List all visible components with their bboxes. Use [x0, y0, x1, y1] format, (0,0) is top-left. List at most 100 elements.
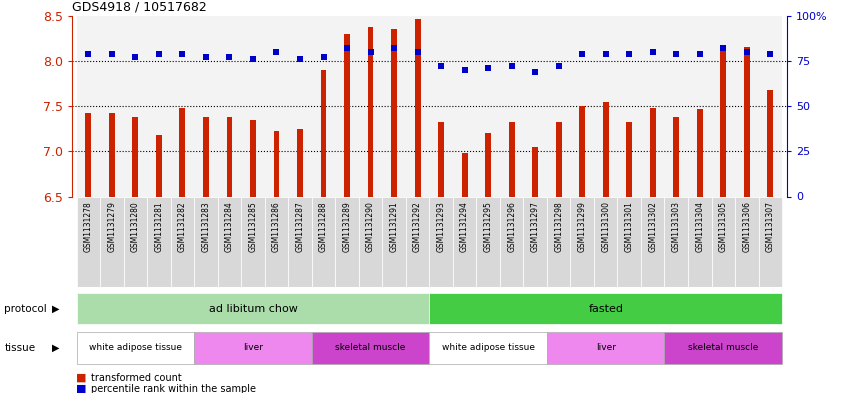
Bar: [227, 117, 233, 196]
Bar: [532, 147, 538, 196]
Text: GSM1131292: GSM1131292: [413, 201, 422, 252]
Text: GSM1131290: GSM1131290: [366, 201, 375, 252]
Bar: [124, 16, 147, 196]
Text: tissue: tissue: [4, 343, 36, 353]
Text: ■: ■: [76, 373, 86, 383]
Text: percentile rank within the sample: percentile rank within the sample: [91, 384, 256, 393]
Text: GSM1131295: GSM1131295: [484, 201, 492, 252]
Bar: [85, 113, 91, 196]
Bar: [109, 113, 115, 196]
Point: [270, 49, 283, 55]
Text: GSM1131302: GSM1131302: [648, 201, 657, 252]
Bar: [156, 135, 162, 196]
Bar: [556, 122, 562, 196]
Text: GSM1131288: GSM1131288: [319, 201, 328, 252]
Bar: [438, 122, 444, 196]
FancyBboxPatch shape: [476, 196, 500, 287]
Bar: [359, 16, 382, 196]
Bar: [179, 108, 185, 196]
Bar: [344, 34, 350, 197]
Bar: [688, 16, 711, 196]
Bar: [580, 106, 585, 196]
Bar: [650, 108, 656, 196]
Bar: [720, 47, 726, 196]
Text: ▶: ▶: [52, 303, 60, 314]
Point: [646, 49, 660, 55]
FancyBboxPatch shape: [124, 196, 147, 287]
Bar: [476, 16, 500, 196]
Bar: [368, 28, 373, 196]
Point: [152, 51, 166, 57]
FancyBboxPatch shape: [688, 196, 711, 287]
Bar: [406, 16, 429, 196]
Text: fasted: fasted: [588, 303, 624, 314]
Bar: [641, 16, 664, 196]
Bar: [415, 19, 420, 196]
Bar: [744, 47, 750, 196]
FancyBboxPatch shape: [453, 196, 476, 287]
Text: GSM1131289: GSM1131289: [343, 201, 352, 252]
Text: GSM1131296: GSM1131296: [507, 201, 516, 252]
Text: GSM1131284: GSM1131284: [225, 201, 234, 252]
Bar: [486, 133, 491, 196]
FancyBboxPatch shape: [217, 196, 241, 287]
Text: GSM1131285: GSM1131285: [249, 201, 257, 252]
Text: ▶: ▶: [52, 343, 60, 353]
Bar: [664, 16, 688, 196]
Text: ■: ■: [76, 384, 86, 393]
FancyBboxPatch shape: [618, 196, 641, 287]
Point: [294, 56, 307, 62]
Point: [364, 49, 377, 55]
Text: GSM1131291: GSM1131291: [389, 201, 398, 252]
Point: [105, 51, 118, 57]
Bar: [602, 101, 608, 196]
Bar: [508, 122, 514, 196]
FancyBboxPatch shape: [429, 196, 453, 287]
FancyBboxPatch shape: [77, 332, 195, 364]
Bar: [273, 131, 279, 196]
Point: [764, 51, 777, 57]
Bar: [77, 16, 100, 196]
Text: transformed count: transformed count: [91, 373, 182, 383]
Bar: [462, 153, 468, 196]
Bar: [618, 16, 641, 196]
Text: skeletal muscle: skeletal muscle: [335, 343, 406, 352]
Text: GSM1131297: GSM1131297: [530, 201, 540, 252]
FancyBboxPatch shape: [664, 332, 782, 364]
FancyBboxPatch shape: [335, 196, 359, 287]
Point: [717, 45, 730, 51]
FancyBboxPatch shape: [195, 332, 312, 364]
FancyBboxPatch shape: [735, 196, 759, 287]
Text: GSM1131294: GSM1131294: [460, 201, 470, 252]
Bar: [217, 16, 241, 196]
Bar: [547, 16, 570, 196]
FancyBboxPatch shape: [500, 196, 524, 287]
Bar: [429, 16, 453, 196]
FancyBboxPatch shape: [359, 196, 382, 287]
Point: [316, 54, 330, 61]
Text: GSM1131298: GSM1131298: [554, 201, 563, 252]
Point: [199, 54, 212, 61]
Text: GSM1131306: GSM1131306: [742, 201, 751, 252]
Bar: [195, 16, 217, 196]
Point: [669, 51, 683, 57]
Text: GSM1131307: GSM1131307: [766, 201, 775, 252]
FancyBboxPatch shape: [382, 196, 406, 287]
Point: [222, 54, 236, 61]
FancyBboxPatch shape: [241, 196, 265, 287]
FancyBboxPatch shape: [570, 196, 594, 287]
FancyBboxPatch shape: [312, 332, 429, 364]
FancyBboxPatch shape: [759, 196, 782, 287]
Text: GSM1131286: GSM1131286: [272, 201, 281, 252]
Bar: [524, 16, 547, 196]
Bar: [735, 16, 759, 196]
Point: [176, 51, 190, 57]
FancyBboxPatch shape: [100, 196, 124, 287]
Point: [129, 54, 142, 61]
Bar: [391, 29, 397, 196]
Text: GSM1131281: GSM1131281: [155, 201, 163, 252]
Text: GSM1131304: GSM1131304: [695, 201, 704, 252]
Point: [575, 51, 589, 57]
FancyBboxPatch shape: [594, 196, 618, 287]
Bar: [594, 16, 618, 196]
